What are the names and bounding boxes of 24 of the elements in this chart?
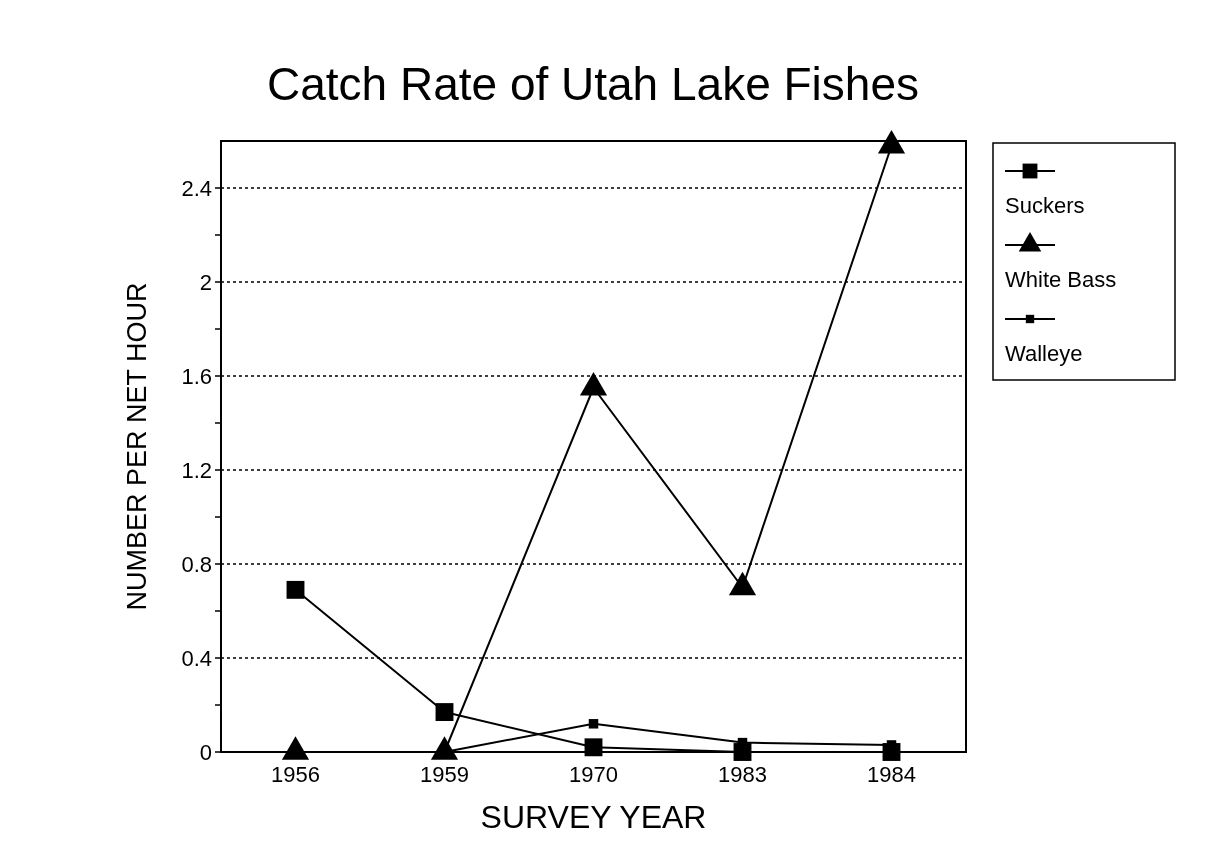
legend-label: Suckers (1005, 193, 1085, 218)
y-tick-label: 2.4 (181, 175, 212, 201)
y-axis-title: NUMBER PER NET HOUR (122, 282, 152, 611)
point (877, 130, 906, 154)
point (588, 719, 599, 729)
point (286, 580, 305, 599)
point (435, 703, 454, 721)
y-tick-label: 0.4 (181, 645, 212, 671)
y-tick-label: 0 (199, 739, 212, 765)
chart-title: Catch Rate of Utah Lake Fishes (267, 58, 919, 110)
y-tick-label: 2 (199, 269, 212, 295)
y-tick-label: 1.2 (181, 457, 212, 483)
point (584, 738, 603, 757)
legend-label: White Bass (1005, 267, 1117, 292)
x-tick-label: 1956 (271, 762, 320, 787)
point (579, 372, 608, 396)
y-tick-label: 0.8 (181, 551, 212, 577)
legend-label: Walleye (1005, 341, 1083, 366)
y-tick-label: 1.6 (181, 363, 212, 389)
x-tick-label: 1970 (569, 762, 618, 787)
x-tick-label: 1983 (718, 762, 767, 787)
x-axis-title: SURVEY YEAR (480, 799, 707, 835)
x-tick-label: 1984 (867, 762, 916, 787)
x-tick-label: 1959 (420, 762, 469, 787)
